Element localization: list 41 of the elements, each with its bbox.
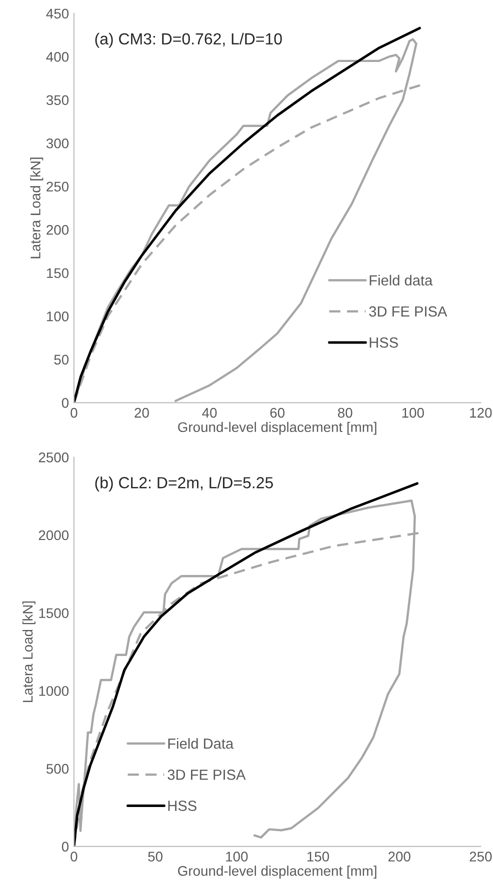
x-tick-label: 250 bbox=[470, 852, 492, 862]
y-tick-label: 0 bbox=[62, 842, 69, 852]
x-tick-label: 200 bbox=[388, 852, 410, 862]
legend-label: HSS bbox=[370, 337, 398, 348]
y-tick-label: 2000 bbox=[38, 530, 69, 540]
x-tick-label: 20 bbox=[134, 408, 149, 418]
y-tick-label: 1500 bbox=[39, 608, 69, 618]
y-tick-label: 2500 bbox=[38, 452, 69, 462]
legend-label: Field Data bbox=[168, 738, 234, 749]
x-tick-label: 80 bbox=[338, 408, 352, 418]
y-axis-title: Latera Load [kN] bbox=[22, 601, 36, 702]
x-tick-label: 40 bbox=[202, 408, 217, 418]
y-tick-label: 300 bbox=[46, 138, 69, 148]
y-tick-label: 1000 bbox=[39, 686, 69, 696]
x-tick-label: 60 bbox=[270, 408, 284, 418]
y-tick-label: 450 bbox=[46, 8, 69, 19]
legend-label: 3D FE PISA bbox=[168, 770, 246, 780]
x-tick-label: 100 bbox=[226, 852, 248, 862]
y-tick-label: 0 bbox=[62, 398, 69, 408]
legend-label: Field data bbox=[370, 274, 433, 286]
y-tick-label: 200 bbox=[46, 224, 69, 235]
text: (b) CL2: D=2m, L/D=5.25 bbox=[95, 476, 273, 492]
x-axis-title: Ground-level displacement [mm] bbox=[178, 866, 376, 879]
y-tick-label: 400 bbox=[46, 52, 69, 62]
x-tick-label: 0 bbox=[70, 408, 78, 418]
x-tick-label: 120 bbox=[470, 408, 492, 418]
x-tick-label: 0 bbox=[70, 852, 78, 862]
y-tick-label: 250 bbox=[46, 182, 69, 192]
y-tick-label: 100 bbox=[46, 311, 69, 322]
text: (a) CM3: D=0.762, L/D=10 bbox=[95, 32, 282, 48]
y-tick-label: 500 bbox=[46, 764, 69, 774]
y-tick-label: 50 bbox=[54, 354, 69, 365]
y-tick-label: 150 bbox=[46, 268, 69, 278]
x-axis-title: Ground-level displacement [mm] bbox=[178, 422, 376, 435]
legend-label: 3D FE PISA bbox=[369, 306, 448, 317]
x-tick-label: 50 bbox=[148, 852, 162, 862]
y-tick-label: 350 bbox=[46, 95, 69, 106]
x-tick-label: 150 bbox=[307, 852, 330, 862]
x-tick-label: 100 bbox=[402, 408, 424, 418]
legend-label: HSS bbox=[168, 800, 196, 811]
y-axis-title: Latera Load [kN] bbox=[30, 158, 44, 258]
